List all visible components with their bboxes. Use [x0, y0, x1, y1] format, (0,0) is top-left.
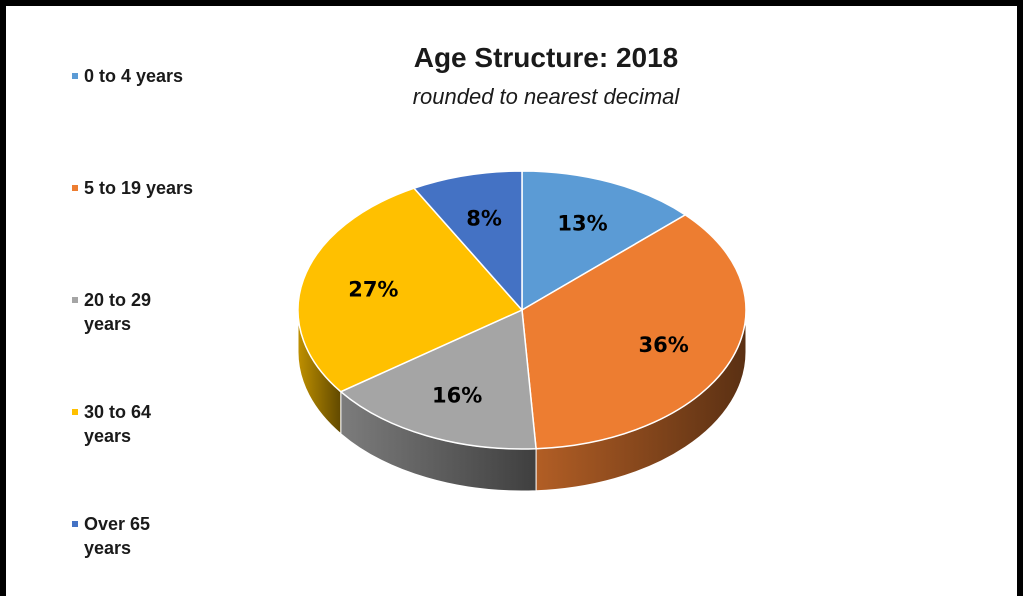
legend-item-0-to-4: 0 to 4 years: [72, 64, 234, 88]
legend-item-30-to-64: 30 to 64 years: [72, 400, 194, 448]
data-label-0: 13%: [557, 211, 607, 235]
chart-subtitle: rounded to nearest decimal: [412, 84, 680, 109]
legend-item-5-to-19: 5 to 19 years: [72, 176, 234, 200]
legend-swatch: [72, 185, 78, 191]
data-label-2: 16%: [432, 384, 482, 408]
legend-swatch: [72, 297, 78, 303]
legend-item-over-65: Over 65 years: [72, 512, 184, 560]
legend-label: 5 to 19 years: [84, 178, 194, 198]
pie-slice-0: [521, 170, 687, 312]
legend-swatch: [72, 521, 78, 527]
pie-chart: 13% 36% 16% 27% 8%: [297, 170, 747, 492]
pie-top: [297, 170, 747, 450]
legend-swatch: [72, 409, 78, 415]
legend-label: Over 65 years: [84, 514, 151, 558]
data-labels: 13% 36% 16% 27% 8%: [348, 206, 689, 407]
chart-title: Age Structure: 2018: [413, 42, 679, 73]
pie-slice-2: [339, 308, 537, 450]
pie-slice-1: [521, 213, 747, 450]
pie-slice-4: [412, 170, 523, 312]
data-label-3: 27%: [348, 277, 398, 301]
pie-slice-3: [297, 187, 524, 393]
data-label-1: 36%: [638, 333, 688, 357]
legend-label: 0 to 4 years: [84, 66, 184, 86]
legend-label: 20 to 29 years: [84, 290, 152, 334]
data-label-4: 8%: [466, 206, 502, 230]
legend-label: 30 to 64 years: [84, 402, 152, 446]
legend-swatch: [72, 73, 78, 79]
legend-item-20-to-29: 20 to 29 years: [72, 288, 194, 336]
